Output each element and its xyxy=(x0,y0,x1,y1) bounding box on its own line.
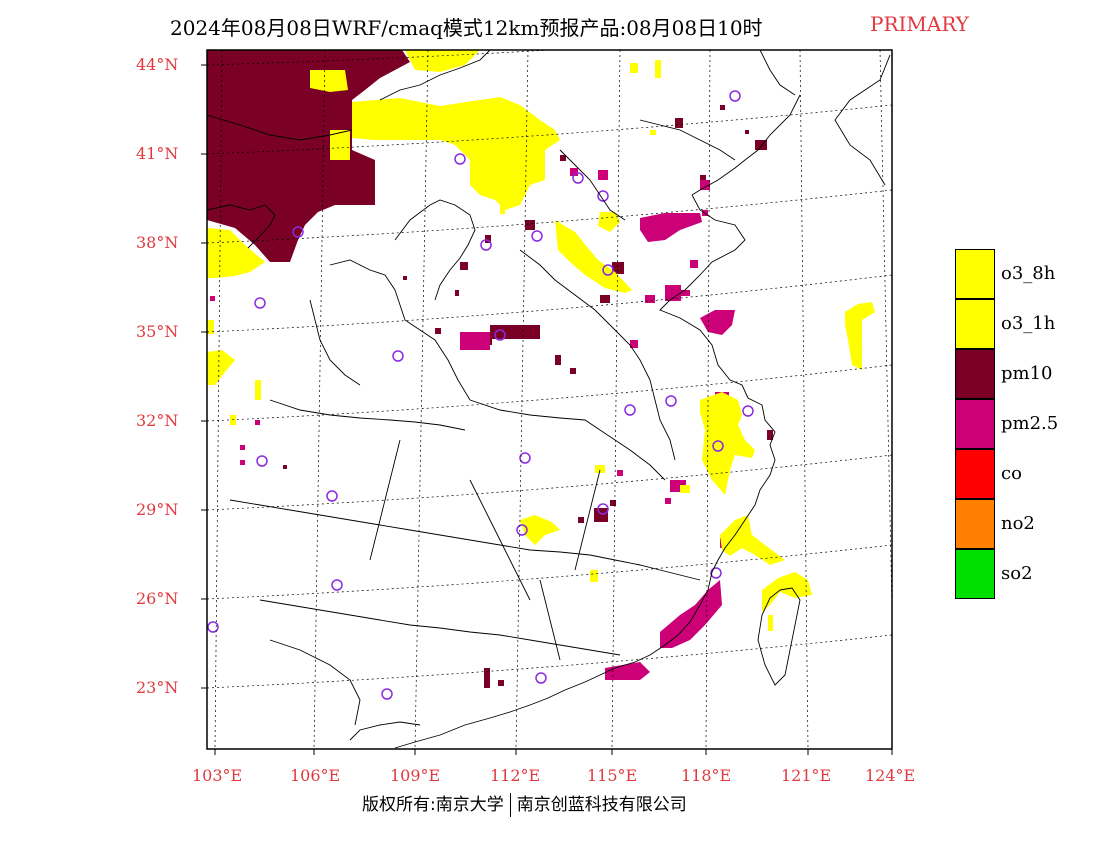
lat-label-35: 35°N xyxy=(136,322,179,341)
lon-label-112: 112°E xyxy=(490,766,541,785)
legend-item-no2: no2 xyxy=(955,499,1075,549)
lon-label-115: 115°E xyxy=(587,766,638,785)
legend-swatch-o3-1h xyxy=(955,299,995,349)
lat-label-41: 41°N xyxy=(136,144,179,163)
pm10-regions xyxy=(207,50,773,688)
lon-label-103: 103°E xyxy=(192,766,243,785)
station-markers xyxy=(207,90,754,700)
o3-regions xyxy=(207,50,875,631)
copyright-left: 版权所有:南京大学 xyxy=(362,795,504,815)
legend-swatch-co xyxy=(955,449,995,499)
lon-label-121: 121°E xyxy=(781,766,832,785)
map-title: 2024年08月08日WRF/cmaq模式12km预报产品:08月08日10时 xyxy=(170,16,763,40)
legend-swatch-pm10 xyxy=(955,349,995,399)
boundaries xyxy=(207,50,891,749)
copyright-footer: 版权所有:南京大学 南京创蓝科技有限公司 xyxy=(362,790,687,817)
legend-item-co: co xyxy=(955,449,1075,499)
graticule xyxy=(207,50,892,749)
legend-swatch-pm25 xyxy=(955,399,995,449)
legend-label-o3-8h: o3_8h xyxy=(1001,263,1056,284)
legend-label-co: co xyxy=(1001,463,1022,484)
legend-swatch-so2 xyxy=(955,549,995,599)
lon-label-109: 109°E xyxy=(390,766,441,785)
lat-label-32: 32°N xyxy=(136,411,179,430)
pollutant-legend: o3_8h o3_1h pm10 pm2.5 co no2 so2 xyxy=(955,249,1075,599)
legend-label-pm25: pm2.5 xyxy=(1001,413,1059,434)
copyright-right: 南京创蓝科技有限公司 xyxy=(516,795,687,815)
lat-label-44: 44°N xyxy=(136,55,179,74)
map-frame xyxy=(206,49,893,750)
footer-divider xyxy=(509,793,511,817)
lat-label-29: 29°N xyxy=(136,500,179,519)
legend-swatch-no2 xyxy=(955,499,995,549)
legend-item-o3-8h: o3_8h xyxy=(955,249,1075,299)
legend-label-no2: no2 xyxy=(1001,513,1035,534)
lon-label-118: 118°E xyxy=(681,766,732,785)
legend-item-pm10: pm10 xyxy=(955,349,1075,399)
legend-item-pm25: pm2.5 xyxy=(955,399,1075,449)
legend-item-o3-1h: o3_1h xyxy=(955,299,1075,349)
legend-label-pm10: pm10 xyxy=(1001,363,1053,384)
tick-marks xyxy=(201,64,893,755)
legend-label-so2: so2 xyxy=(1001,563,1033,584)
primary-tag: PRIMARY xyxy=(870,12,969,36)
lon-label-106: 106°E xyxy=(290,766,341,785)
legend-item-so2: so2 xyxy=(955,549,1075,599)
legend-swatch-o3-8h xyxy=(955,249,995,299)
lon-label-124: 124°E xyxy=(865,766,916,785)
lat-label-38: 38°N xyxy=(136,233,179,252)
map-content xyxy=(207,50,892,749)
legend-label-o3-1h: o3_1h xyxy=(1001,313,1056,334)
lat-label-26: 26°N xyxy=(136,589,179,608)
lat-label-23: 23°N xyxy=(136,678,179,697)
